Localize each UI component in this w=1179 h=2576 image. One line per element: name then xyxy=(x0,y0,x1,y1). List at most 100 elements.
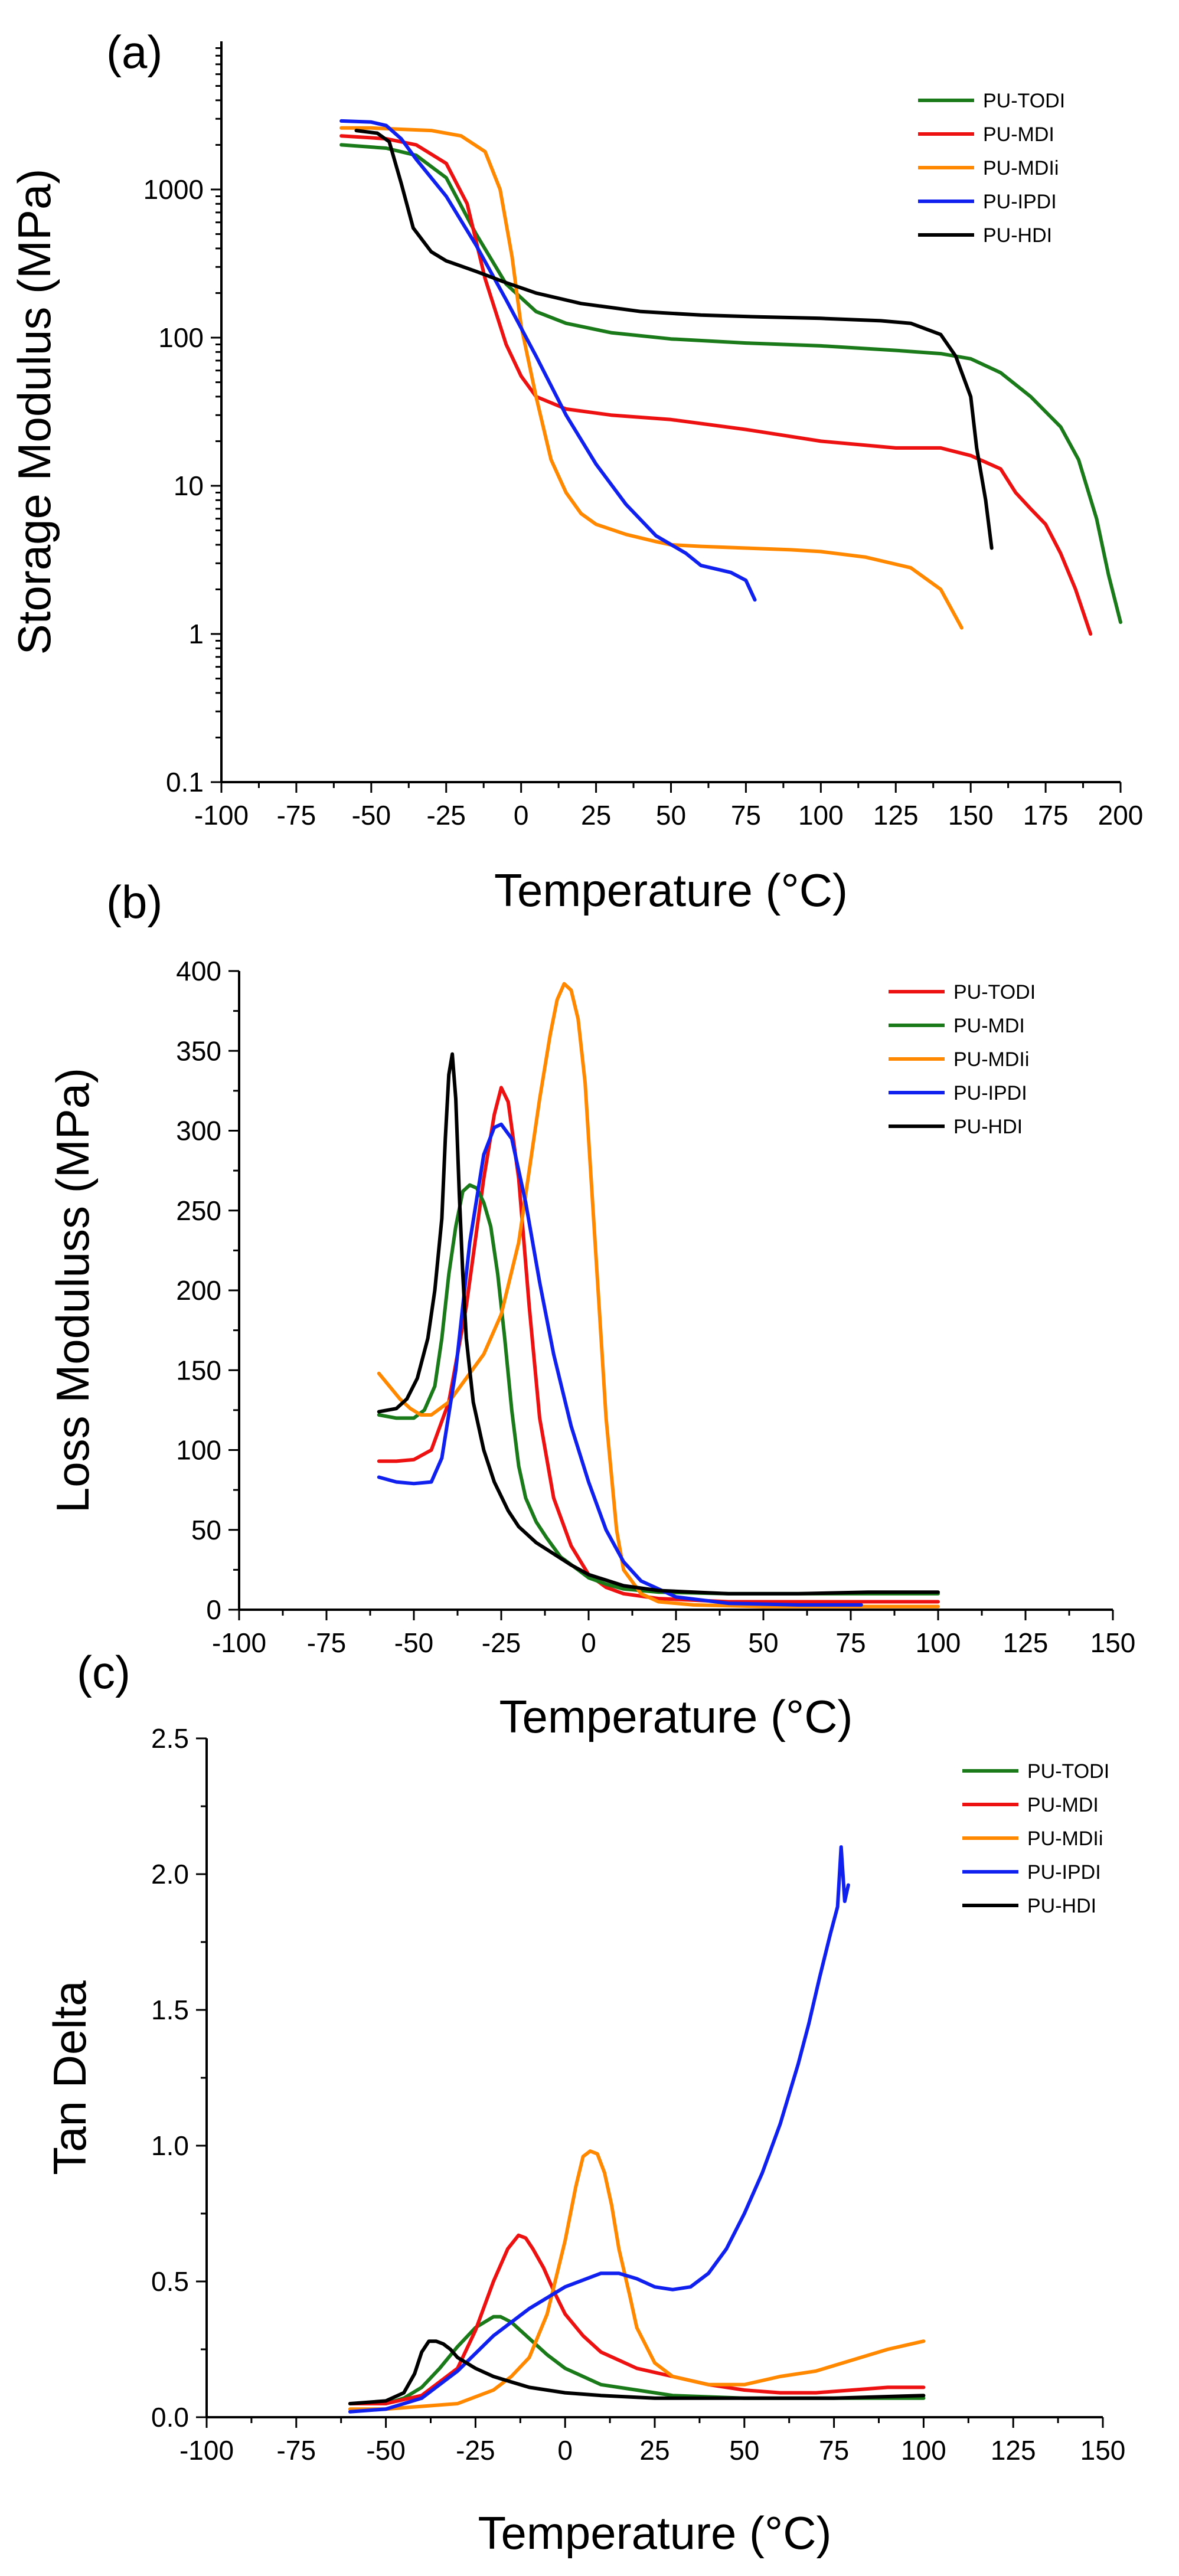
x-tick-label: -100 xyxy=(194,800,249,831)
legend: PU-TODI PU-MDI PU-MDIi PU-IPDI PU-HDI xyxy=(889,981,1036,1138)
y-tick-label: 1.0 xyxy=(151,2130,189,2161)
x-tick-label: -25 xyxy=(482,1627,521,1658)
y-tick-label: 250 xyxy=(176,1195,221,1226)
y-tick-label: 0.0 xyxy=(151,2402,189,2433)
series-line-pu-mdi xyxy=(339,134,1093,636)
chart-panel-a: -100 -75 -50 -25 0 25 50 75 100 125 150 175 200 0.1 1 1… xyxy=(8,26,1143,916)
legend: PU-TODI PU-MDI PU-MDIi PU-IPDI PU-HDI xyxy=(918,90,1065,247)
legend-label: PU-MDI xyxy=(953,1015,1025,1037)
y-tick-label: 2.0 xyxy=(151,1859,189,1889)
x-axis-title: Temperature (°C) xyxy=(478,2507,831,2559)
x-tick-label: 25 xyxy=(639,2435,669,2466)
y-tick-label: 300 xyxy=(176,1116,221,1146)
legend-label: PU-MDIi xyxy=(983,157,1059,179)
legend-label: PU-HDI xyxy=(953,1116,1023,1138)
y-tick-label: 100 xyxy=(176,1435,221,1466)
x-tick-label: 125 xyxy=(873,800,919,831)
series-line-pu-ipdi xyxy=(348,1845,850,2414)
x-tick-label: -25 xyxy=(456,2435,495,2466)
x-tick-label: 100 xyxy=(798,800,844,831)
series-line-pu-hdi xyxy=(354,129,994,550)
panel-label: (c) xyxy=(77,1646,130,1698)
x-tick-label: 125 xyxy=(991,2435,1036,2466)
series-line-pu-mdii xyxy=(339,126,964,630)
x-tick-label: 100 xyxy=(901,2435,946,2466)
legend-label: PU-IPDI xyxy=(953,1082,1027,1104)
x-tick-label: 175 xyxy=(1023,800,1069,831)
legend: PU-TODI PU-MDI PU-MDIi PU-IPDI PU-HDI xyxy=(962,1760,1109,1917)
y-tick-label: 2.5 xyxy=(151,1723,189,1754)
y-axis-title: Storage Modulus (MPa) xyxy=(8,169,60,655)
x-axis-title: Temperature (°C) xyxy=(494,864,848,916)
y-tick-label: 200 xyxy=(176,1275,221,1306)
legend-label: PU-TODI xyxy=(1027,1760,1109,1783)
y-tick-label: 100 xyxy=(158,322,204,353)
x-tick-label: -75 xyxy=(307,1627,346,1658)
legend-label: PU-HDI xyxy=(983,224,1052,247)
x-tick-label: 0 xyxy=(557,2435,573,2466)
x-tick-label: -50 xyxy=(352,800,391,831)
series-line-pu-ipdi xyxy=(339,119,757,602)
series-line-pu-todi xyxy=(348,2315,926,2405)
series-line-pu-ipdi xyxy=(377,1122,863,1607)
x-tick-label: 150 xyxy=(948,800,994,831)
y-tick-label: 1000 xyxy=(143,174,204,205)
y-tick-label: 0 xyxy=(206,1594,221,1625)
x-tick-label: -100 xyxy=(212,1627,266,1658)
x-tick-label: 50 xyxy=(729,2435,759,2466)
series-line-pu-mdi xyxy=(377,1183,940,1596)
y-tick-label: 1.5 xyxy=(151,1995,189,2025)
panel-label: (b) xyxy=(106,876,162,928)
x-tick-label: -75 xyxy=(277,2435,316,2466)
x-tick-label: -75 xyxy=(277,800,316,831)
series-line-pu-mdi xyxy=(348,2233,926,2405)
legend-label: PU-MDIi xyxy=(953,1048,1029,1071)
y-tick-label: 350 xyxy=(176,1035,221,1066)
series-line-pu-mdii xyxy=(348,2149,926,2411)
x-tick-label: 200 xyxy=(1098,800,1144,831)
legend-label: PU-MDI xyxy=(983,123,1054,146)
legend-label: PU-IPDI xyxy=(1027,1861,1101,1884)
panel-label: (a) xyxy=(106,26,162,78)
x-tick-label: 0 xyxy=(581,1627,596,1658)
x-tick-label: 50 xyxy=(748,1627,778,1658)
chart-panel-b: -100 -75 -50 -25 0 25 50 75 100 125 150 0 50 100 150 20… xyxy=(47,876,1135,1743)
x-tick-label: -25 xyxy=(427,800,466,831)
x-tick-label: 75 xyxy=(835,1627,866,1658)
y-tick-label: 150 xyxy=(176,1355,221,1385)
x-tick-label: 25 xyxy=(581,800,611,831)
y-axis-title: Loss Moduluss (MPa) xyxy=(47,1068,99,1513)
x-tick-label: 75 xyxy=(731,800,761,831)
y-tick-label: 400 xyxy=(176,956,221,986)
y-axis-title: Tan Delta xyxy=(44,1980,96,2175)
x-tick-label: -50 xyxy=(394,1627,433,1658)
x-tick-label: 125 xyxy=(1003,1627,1049,1658)
x-tick-label: 75 xyxy=(819,2435,849,2466)
x-tick-label: -50 xyxy=(366,2435,405,2466)
x-tick-label: 50 xyxy=(656,800,686,831)
x-tick-label: 25 xyxy=(661,1627,691,1658)
y-tick-label: 50 xyxy=(191,1515,221,1545)
legend-label: PU-MDIi xyxy=(1027,1828,1103,1850)
legend-label: PU-TODI xyxy=(953,981,1036,1003)
y-tick-label: 0.5 xyxy=(151,2266,189,2297)
y-tick-label: 0.1 xyxy=(166,767,204,797)
series-line-pu-todi xyxy=(339,143,1122,625)
legend-label: PU-MDI xyxy=(1027,1794,1099,1816)
legend-label: PU-TODI xyxy=(983,90,1065,112)
y-tick-label: 1 xyxy=(188,619,204,649)
x-tick-label: 0 xyxy=(514,800,529,831)
x-tick-label: -100 xyxy=(179,2435,234,2466)
series-line-pu-todi xyxy=(377,1086,940,1604)
x-tick-label: 100 xyxy=(916,1627,961,1658)
y-tick-label: 10 xyxy=(174,470,204,501)
series-line-pu-hdi xyxy=(348,2339,926,2405)
series-line-pu-hdi xyxy=(377,1052,940,1596)
x-tick-label: 150 xyxy=(1080,2435,1126,2466)
legend-label: PU-IPDI xyxy=(983,191,1057,213)
x-tick-label: 150 xyxy=(1090,1627,1136,1658)
series-line-pu-mdii xyxy=(377,982,940,1609)
legend-label: PU-HDI xyxy=(1027,1895,1096,1917)
x-axis-title: Temperature (°C) xyxy=(499,1691,853,1743)
